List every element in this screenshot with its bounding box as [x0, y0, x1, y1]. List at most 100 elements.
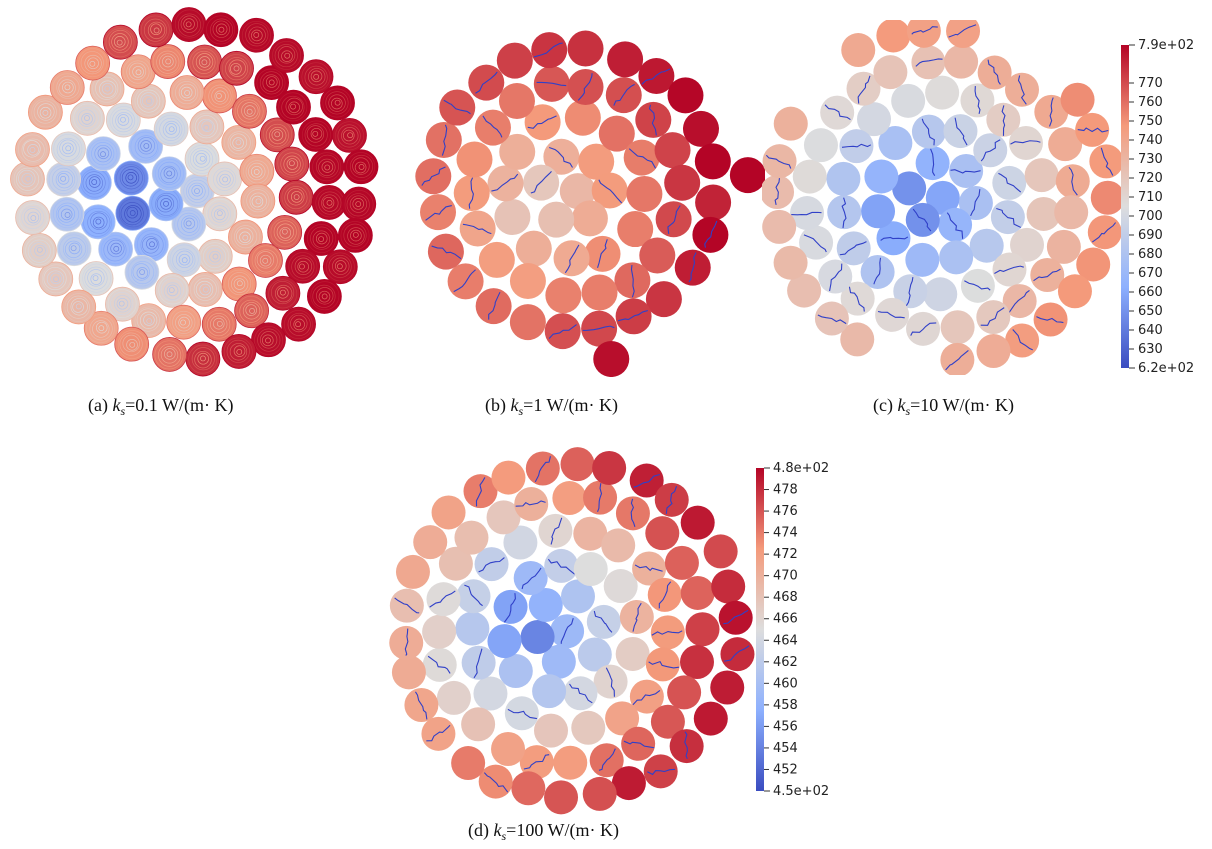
- colorbar-top-tick-label: 760: [1138, 95, 1163, 110]
- isoline: [188, 182, 206, 201]
- sphere: [254, 65, 290, 101]
- colorbar-top-svg: 7.9e+02 6.2e+02 770 760 750 740 730 720 710 700 69…: [1121, 38, 1194, 376]
- sphere: [892, 171, 927, 206]
- sphere-edge: [105, 102, 141, 138]
- sphere-body: [454, 520, 489, 555]
- isoline: [100, 151, 106, 158]
- sphere: [130, 83, 166, 119]
- isoline: [950, 169, 981, 174]
- sphere-edge: [189, 109, 225, 145]
- sphere: [1034, 94, 1069, 129]
- isoline: [1010, 140, 1041, 145]
- sphere-edge: [15, 200, 50, 235]
- sphere-body: [976, 300, 1011, 335]
- isoline: [724, 645, 750, 662]
- isoline: [157, 161, 181, 185]
- sphere: [820, 95, 855, 130]
- sphere: [511, 771, 546, 806]
- sphere: [46, 161, 82, 197]
- isoline: [262, 334, 274, 347]
- sphere: [538, 513, 573, 548]
- isoline: [158, 275, 188, 305]
- sphere: [655, 201, 692, 238]
- sphere: [259, 117, 295, 153]
- isoline: [633, 473, 660, 488]
- isoline: [30, 242, 48, 260]
- sphere: [581, 310, 618, 347]
- isoline: [237, 99, 261, 123]
- isoline: [312, 130, 319, 137]
- sphere: [528, 587, 563, 622]
- isoline: [427, 655, 451, 674]
- sphere-body: [553, 745, 588, 780]
- sphere: [647, 577, 682, 612]
- isoline: [169, 244, 199, 274]
- sphere-body: [878, 126, 913, 161]
- isoline: [533, 42, 563, 58]
- sphere: [992, 252, 1027, 287]
- isoline: [308, 68, 326, 86]
- isoline: [214, 90, 226, 103]
- sphere: [171, 206, 207, 242]
- sphere: [680, 505, 715, 540]
- sphere: [166, 242, 202, 278]
- isoline: [482, 115, 503, 138]
- sphere-body: [773, 106, 808, 141]
- sphere-body: [520, 620, 555, 655]
- sphere: [474, 547, 509, 582]
- isoline: [658, 581, 672, 609]
- sphere-body: [762, 209, 797, 244]
- sphere-edge: [281, 306, 316, 342]
- sphere: [80, 204, 116, 240]
- isoline: [307, 224, 336, 253]
- panel-b-spheres: [415, 30, 765, 377]
- sphere-body: [946, 20, 981, 49]
- sphere-edge: [98, 231, 134, 267]
- sphere-edge: [322, 249, 358, 285]
- sphere: [49, 70, 85, 105]
- isoline: [201, 59, 208, 66]
- isoline: [684, 731, 688, 760]
- isoline: [65, 145, 72, 152]
- sphere: [977, 55, 1012, 90]
- isoline: [143, 143, 150, 149]
- sphere: [525, 451, 560, 486]
- sphere: [337, 218, 373, 253]
- sphere-body: [915, 146, 950, 181]
- sphere: [531, 32, 568, 69]
- sphere: [98, 231, 134, 267]
- isoline: [129, 341, 136, 348]
- isoline: [155, 192, 179, 217]
- sphere: [499, 133, 536, 170]
- sphere: [221, 124, 257, 160]
- isoline: [774, 177, 781, 206]
- sphere-body: [1076, 247, 1111, 282]
- sphere-body: [592, 450, 627, 485]
- isoline: [59, 139, 77, 157]
- sphere: [550, 614, 585, 649]
- sphere-edge: [171, 206, 207, 242]
- sphere: [940, 342, 975, 375]
- isoline: [910, 322, 937, 336]
- sphere-body: [564, 99, 601, 136]
- sphere-body: [911, 45, 946, 80]
- isoline: [632, 602, 642, 632]
- sphere: [846, 71, 881, 106]
- sphere-body: [171, 207, 206, 242]
- isoline: [245, 160, 269, 184]
- sphere: [949, 153, 984, 188]
- isoline: [245, 23, 269, 47]
- sphere: [976, 334, 1011, 369]
- isoline: [521, 567, 542, 590]
- sphere: [461, 645, 496, 680]
- sphere-edge: [298, 59, 334, 95]
- sphere: [680, 575, 715, 610]
- caption-d-sub: s: [501, 829, 507, 843]
- sphere: [601, 528, 636, 563]
- sphere-edge: [114, 326, 150, 362]
- isoline: [135, 69, 142, 76]
- isoline: [877, 310, 905, 319]
- sphere-body: [680, 575, 715, 610]
- isoline: [848, 286, 865, 312]
- sphere-edge: [150, 44, 186, 79]
